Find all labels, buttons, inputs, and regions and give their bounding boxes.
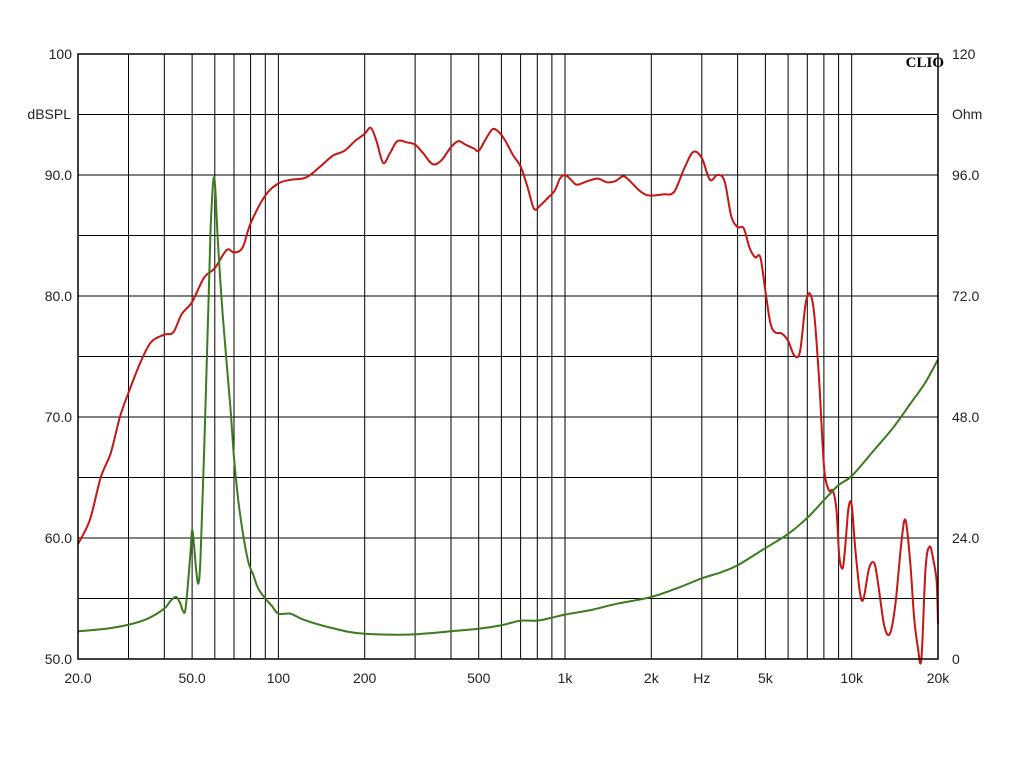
left-axis-tick-label: 80.0: [45, 288, 72, 304]
x-axis-tick-label: 2k: [644, 670, 660, 686]
left-axis-tick-label: 70.0: [45, 409, 72, 425]
chart-curves: [77, 126, 939, 665]
right-axis-tick-label: 48.0: [952, 409, 979, 425]
right-axis-tick-label: 120: [952, 46, 976, 62]
x-axis-tick-label: 50.0: [178, 670, 205, 686]
plot-frame: [77, 53, 939, 660]
spl-response-curve: [77, 126, 939, 665]
right-axis-tick-label: 96.0: [952, 167, 979, 183]
x-axis-tick-label: 1k: [558, 670, 574, 686]
right-axis-unit-label: Ohm: [952, 106, 982, 122]
left-axis-tick-label: 50.0: [45, 651, 72, 667]
left-axis-tick-labels: 100 90.0 80.0 70.0 60.0 50.0: [45, 46, 72, 667]
left-axis-unit-label: dBSPL: [27, 106, 71, 122]
right-axis-tick-label: 0: [952, 651, 960, 667]
right-axis-tick-labels: 120 96.0 72.0 48.0 24.0 0: [952, 46, 979, 667]
left-axis-tick-label: 100: [49, 46, 73, 62]
clio-brand-logo: CLIO: [906, 55, 944, 71]
x-axis-tick-label: 20k: [927, 670, 951, 686]
x-axis-tick-label: Hz: [693, 670, 710, 686]
x-axis-tick-label: 100: [267, 670, 291, 686]
x-axis-tick-label: 20.0: [64, 670, 91, 686]
impedance-curve: [77, 176, 939, 636]
x-axis-tick-label: 500: [467, 670, 491, 686]
right-axis-tick-label: 72.0: [952, 288, 979, 304]
x-axis-tick-label: 5k: [758, 670, 774, 686]
left-axis-tick-label: 60.0: [45, 530, 72, 546]
x-axis-tick-label: 200: [353, 670, 377, 686]
x-axis-tick-label: 10k: [840, 670, 864, 686]
x-axis-tick-labels: 20.0 50.0 100 200 500 1k 2k Hz 5k 10k 20k: [64, 670, 950, 686]
right-axis-tick-label: 24.0: [952, 530, 979, 546]
left-axis-tick-label: 90.0: [45, 167, 72, 183]
